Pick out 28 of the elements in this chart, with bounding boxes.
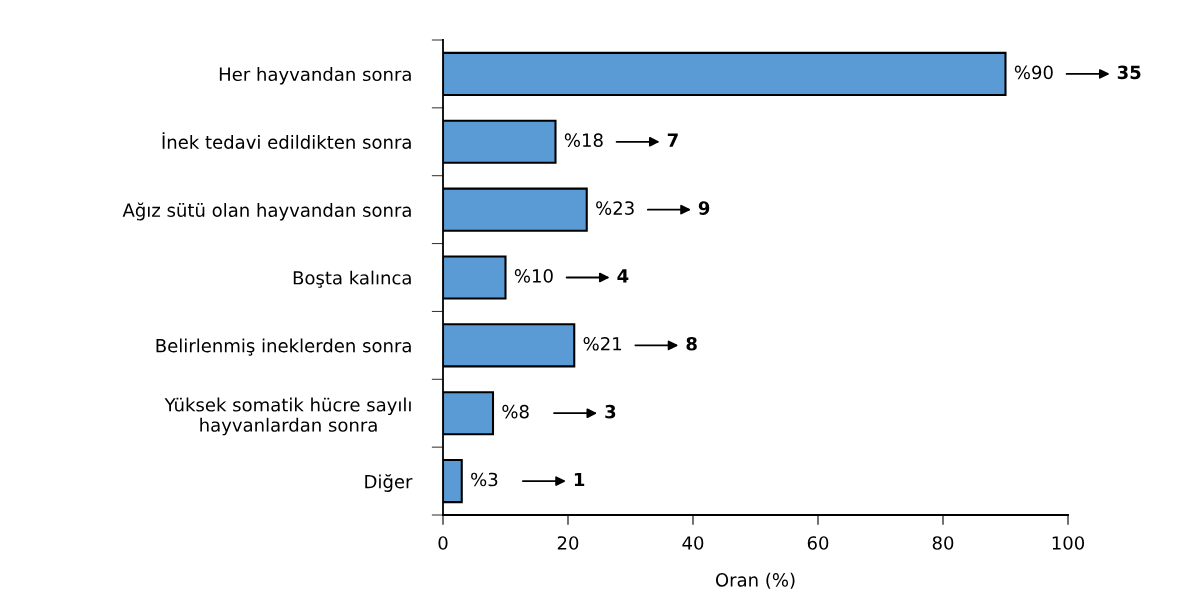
data-label: %8 — [502, 404, 529, 419]
y-tick-label: Her hayvandan sonra — [219, 67, 411, 85]
data-label: %23 — [596, 201, 634, 215]
x-tick-label: 100 — [1052, 536, 1085, 550]
data-label: %21 — [583, 336, 622, 351]
annotation: 3 — [605, 404, 616, 419]
y-tick-label: İnek tedavi edildikten sonra — [162, 132, 411, 149]
annotation: 7 — [667, 133, 678, 147]
annotation: 9 — [698, 201, 710, 215]
y-tick-label: Boşta kalınca — [293, 270, 411, 288]
x-tick-label: 80 — [932, 536, 954, 550]
x-axis-title: Oran (%) — [715, 572, 795, 589]
text: 35 — [1117, 65, 1141, 80]
data-label: %10 — [514, 269, 553, 283]
y-tick-label: Yüksek somatik hücre sayılı hayvanlardan sonra — [164, 397, 411, 436]
data-label: %90 — [1014, 65, 1053, 80]
annotation: 1 — [574, 472, 585, 487]
x-tick-label: 20 — [557, 536, 579, 550]
x-tick-label: 60 — [807, 536, 829, 550]
x-tick-label: 0 — [438, 536, 448, 550]
data-label: %18 — [564, 133, 603, 148]
x-tick-label: 40 — [682, 536, 704, 550]
y-tick-label: Belirlenmiş ineklerden sonra — [156, 338, 411, 356]
y-tick-label: Diğer — [365, 473, 413, 492]
y-tick-label: Ağız sütü olan hayvandan sonra — [122, 202, 411, 221]
annotation: 4 — [617, 269, 629, 283]
annotation: 8 — [686, 336, 697, 351]
data-label: %3 — [471, 472, 498, 487]
